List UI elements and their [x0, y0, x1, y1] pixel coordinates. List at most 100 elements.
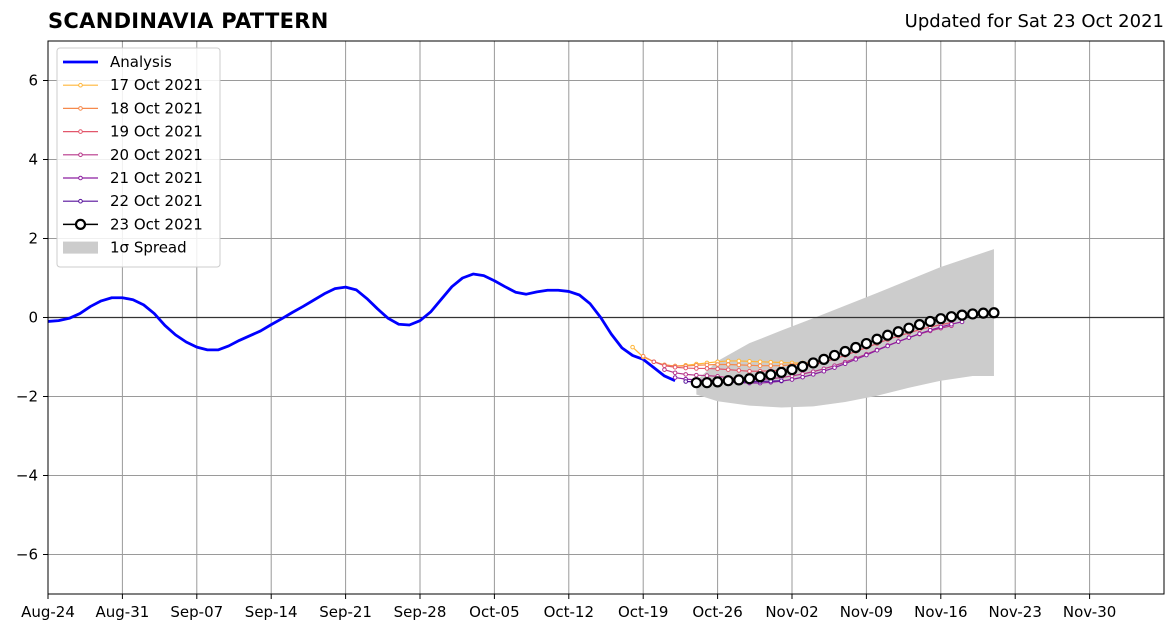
forecast-point: [768, 363, 774, 368]
legend-label: 19 Oct 2021: [110, 123, 203, 141]
forecast-point: [640, 353, 646, 359]
forecast-point: [672, 370, 678, 376]
forecast-point: [850, 341, 862, 354]
forecast-point: [892, 326, 904, 338]
legend-swatch-marker: [74, 218, 87, 230]
chart-subtitle: Updated for Sat 23 Oct 2021: [904, 11, 1164, 32]
legend-swatch-marker: [78, 198, 83, 204]
forecast-point: [743, 373, 756, 385]
forecast-point: [938, 324, 944, 330]
forecast-point: [977, 307, 989, 319]
forecast-point: [683, 379, 689, 384]
forecast-point: [818, 353, 830, 365]
forecast-point: [882, 329, 894, 341]
forecast-point: [924, 315, 936, 328]
x-tick-label: Nov-02: [765, 603, 818, 621]
forecast-point: [988, 307, 1000, 319]
x-tick-label: Nov-30: [1063, 603, 1116, 621]
forecast-point: [704, 366, 710, 371]
forecast-point: [874, 347, 880, 353]
x-tick-label: Nov-16: [914, 603, 967, 621]
forecast-point: [927, 327, 933, 333]
forecast-point: [736, 362, 742, 368]
x-tick-label: Nov-09: [840, 603, 893, 621]
forecast-point: [747, 362, 752, 368]
forecast-point: [733, 374, 745, 386]
forecast-point: [860, 337, 873, 350]
forecast-point: [722, 375, 734, 387]
forecast-point: [913, 319, 926, 331]
forecast-point: [821, 368, 827, 374]
x-tick-label: Aug-31: [96, 603, 150, 621]
forecast-point: [704, 373, 710, 378]
forecast-point: [842, 361, 848, 367]
forecast-point: [683, 372, 689, 377]
forecast-point: [967, 308, 979, 320]
legend-swatch-marker: [78, 152, 83, 158]
forecast-point: [662, 363, 667, 368]
forecast-point: [651, 359, 657, 365]
forecast-point: [906, 335, 912, 340]
forecast-point: [694, 372, 699, 378]
y-tick-label: −4: [16, 467, 38, 485]
forecast-point: [935, 313, 947, 325]
forecast-point: [832, 365, 837, 370]
forecast-point: [725, 367, 731, 372]
legend-label: 18 Oct 2021: [110, 99, 203, 117]
forecast-point: [779, 378, 784, 384]
y-tick-label: 4: [28, 151, 38, 169]
forecast-point: [725, 362, 731, 367]
x-tick-label: Sep-07: [170, 603, 223, 621]
forecast-point: [885, 343, 890, 349]
x-axis: Aug-24 Aug-31 Sep-07 Sep-14 Sep-21 Sep-28 Oct-…: [21, 594, 1116, 621]
forecast-point: [672, 375, 678, 380]
x-tick-label: Oct-19: [618, 603, 668, 621]
forecast-point: [864, 352, 869, 358]
y-tick-label: 2: [28, 230, 38, 248]
forecast-point: [715, 362, 720, 367]
legend-label: 22 Oct 2021: [110, 192, 203, 210]
forecast-point: [715, 366, 720, 372]
forecast-point: [800, 374, 805, 380]
legend-swatch-marker: [78, 82, 83, 88]
forecast-point: [903, 322, 915, 334]
x-tick-label: Sep-21: [319, 603, 372, 621]
legend-label: 17 Oct 2021: [110, 76, 203, 94]
legend-swatch-spread: [63, 241, 98, 254]
y-tick-label: −6: [16, 546, 38, 564]
forecast-point: [945, 311, 958, 323]
forecast-point: [690, 377, 702, 389]
forecast-point: [786, 364, 798, 376]
legend-box: [56, 47, 221, 268]
forecast-point: [711, 376, 724, 388]
legend-label: 23 Oct 2021: [110, 215, 203, 233]
forecast-point: [895, 339, 901, 344]
legend-label: 1σ Spread: [110, 239, 187, 257]
x-tick-label: Sep-28: [394, 603, 447, 621]
forecast-point: [839, 345, 851, 358]
x-tick-label: Oct-26: [692, 603, 742, 621]
x-tick-label: Aug-24: [21, 603, 75, 621]
legend-swatch-marker: [78, 129, 83, 134]
legend-label: 20 Oct 2021: [110, 146, 203, 164]
legend-label: Analysis: [110, 53, 172, 71]
x-tick-label: Oct-12: [544, 603, 594, 621]
forecast-point: [736, 358, 742, 364]
y-tick-label: 0: [28, 309, 38, 327]
legend-label: 21 Oct 2021: [110, 169, 203, 187]
forecast-point: [754, 371, 766, 383]
forecast-point: [757, 359, 763, 365]
forecast-point: [765, 369, 777, 381]
forecast-point: [757, 363, 763, 368]
x-tick-label: Nov-23: [989, 603, 1042, 621]
forecast-point: [828, 349, 841, 362]
forecast-point: [747, 368, 752, 374]
forecast-point: [871, 333, 883, 345]
forecast-point: [701, 377, 713, 389]
x-tick-label: Sep-14: [245, 603, 298, 621]
forecast-point: [683, 365, 689, 371]
chart-title: SCANDINAVIA PATTERN: [48, 9, 329, 33]
forecast-point: [672, 364, 678, 370]
y-tick-label: −2: [16, 388, 38, 406]
